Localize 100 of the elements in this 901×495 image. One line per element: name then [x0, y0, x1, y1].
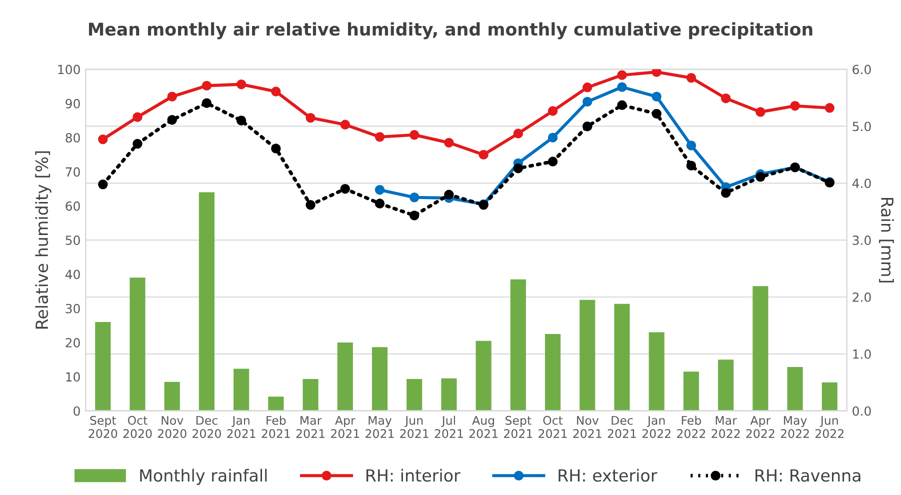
- point: [444, 190, 454, 200]
- y2-tick-label: 0.0: [852, 406, 871, 416]
- x-tick-label: Nov 2020: [158, 416, 186, 438]
- bar: [95, 322, 111, 411]
- x-tick-label: Mar 2022: [712, 416, 740, 438]
- x-tick-label: Sept 2020: [88, 416, 118, 438]
- y2-tick-label: 2.0: [852, 292, 871, 302]
- point: [582, 82, 592, 92]
- bar: [234, 368, 250, 411]
- y2-tick-label: 4.0: [852, 178, 871, 188]
- legend-label: Monthly rainfall: [140, 468, 267, 485]
- point: [756, 172, 766, 182]
- point: [132, 112, 142, 122]
- x-tick-label: Feb 2021: [262, 416, 290, 438]
- point: [132, 138, 142, 149]
- bar: [441, 378, 457, 411]
- point: [409, 192, 420, 202]
- x-tick-label: Jan 2022: [642, 416, 670, 438]
- point: [98, 180, 108, 190]
- point: [340, 184, 350, 194]
- x-tick-label: Apr 2022: [746, 416, 774, 438]
- x-tick-label: Jun 2021: [400, 416, 428, 438]
- bar: [580, 300, 596, 411]
- y-tick-label: 50: [66, 236, 80, 245]
- point: [271, 86, 281, 96]
- bar: [476, 340, 492, 411]
- x-tick-label: Dec 2021: [608, 416, 636, 438]
- y-tick-label: 100: [58, 64, 80, 74]
- bar: [648, 332, 664, 411]
- x-tick-label: Dec 2020: [192, 416, 221, 438]
- point: [236, 79, 246, 90]
- point: [513, 128, 524, 138]
- x-tick-label: Feb 2022: [677, 416, 706, 438]
- bar: [268, 396, 284, 411]
- y-tick-label: 40: [65, 270, 80, 280]
- point: [686, 140, 696, 150]
- x-tick-label: May 2022: [780, 416, 809, 438]
- point: [167, 114, 177, 125]
- x-tick-label: Jun 2022: [815, 416, 844, 438]
- point: [617, 100, 627, 110]
- point: [374, 198, 385, 208]
- point: [582, 96, 592, 107]
- bar: [718, 360, 734, 411]
- point: [790, 100, 800, 111]
- point: [271, 144, 281, 154]
- point: [202, 98, 212, 108]
- x-tick-label: Oct 2021: [538, 416, 567, 438]
- point: [409, 210, 420, 220]
- x-tick-label: Mar 2021: [296, 416, 324, 438]
- bar: [787, 367, 803, 411]
- y-tick-label: 60: [66, 201, 80, 211]
- point: [617, 82, 627, 92]
- bar: [302, 378, 318, 411]
- point: [686, 160, 696, 170]
- x-tick-label: Nov 2021: [573, 416, 602, 438]
- point: [98, 134, 108, 144]
- point: [548, 156, 558, 166]
- legend-label: RH: exterior: [558, 468, 658, 482]
- point: [756, 107, 766, 117]
- bar: [372, 347, 388, 411]
- point: [340, 120, 350, 130]
- x-tick-label: Apr 2021: [330, 416, 360, 438]
- point: [306, 200, 316, 210]
- chart-title: Mean monthly air relative humidity, and monthly cumulative precipitation: [88, 22, 812, 40]
- bar: [406, 378, 422, 411]
- x-tick-label: Aug 2021: [469, 416, 498, 438]
- point: [686, 72, 696, 83]
- y2-axis-title: Rain [mm]: [879, 198, 894, 282]
- y-axis-title: Relative humidity [%]: [35, 151, 52, 329]
- bar: [614, 304, 630, 411]
- x-tick-label: Jan 2021: [227, 416, 256, 438]
- point: [652, 69, 662, 77]
- bar: [752, 286, 768, 411]
- y2-tick-label: 1.0: [853, 349, 871, 359]
- x-tick-label: Jul 2021: [434, 416, 463, 438]
- y2-tick-label: 6.0: [852, 64, 871, 74]
- point: [652, 108, 662, 119]
- bar: [822, 382, 838, 411]
- bar: [683, 372, 699, 411]
- point: [167, 92, 177, 102]
- x-tick-label: Oct 2020: [123, 416, 152, 438]
- point: [582, 121, 592, 132]
- point: [824, 103, 834, 113]
- point: [478, 150, 488, 160]
- x-tick-label: May 2021: [366, 416, 394, 438]
- point: [409, 130, 420, 140]
- point: [202, 80, 212, 91]
- point: [444, 138, 454, 148]
- bar: [337, 342, 353, 411]
- y-tick-label: 0: [74, 406, 80, 416]
- point: [374, 185, 385, 195]
- y-tick-label: 70: [66, 167, 80, 177]
- point: [236, 116, 246, 126]
- y-tick-label: 90: [66, 98, 80, 108]
- bar: [510, 279, 526, 411]
- bar: [130, 278, 146, 411]
- y-tick-label: 20: [66, 338, 80, 348]
- y-tick-label: 30: [66, 304, 80, 314]
- point: [374, 132, 385, 142]
- y-tick-label: 10: [66, 372, 80, 382]
